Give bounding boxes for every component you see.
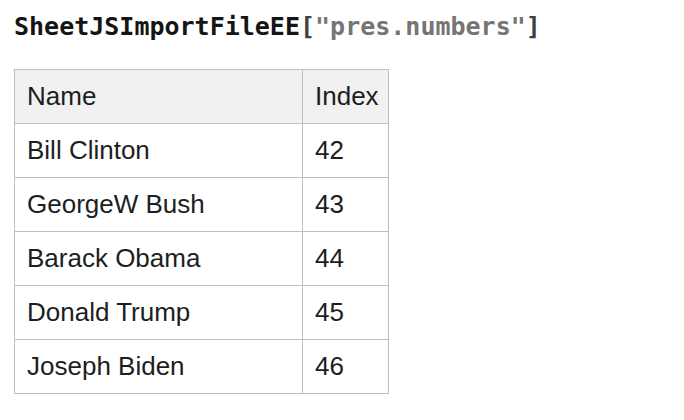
cell-name: Joseph Biden <box>15 340 303 394</box>
cell-index: 43 <box>303 178 389 232</box>
console-output-heading: SheetJSImportFileEE["pres.numbers"] <box>14 12 684 42</box>
table-row: Joseph Biden 46 <box>15 340 389 394</box>
table-header-row: Name Index <box>15 70 389 124</box>
cell-index: 44 <box>303 232 389 286</box>
cell-index: 45 <box>303 286 389 340</box>
column-header-name: Name <box>15 70 303 124</box>
workbook-object-name: SheetJSImportFileEE <box>14 12 300 41</box>
table-row: Donald Trump 45 <box>15 286 389 340</box>
cell-name: Barack Obama <box>15 232 303 286</box>
page: SheetJSImportFileEE["pres.numbers"] Name… <box>0 12 684 394</box>
cell-index: 46 <box>303 340 389 394</box>
cell-name: GeorgeW Bush <box>15 178 303 232</box>
column-header-index: Index <box>303 70 389 124</box>
open-bracket: [ <box>300 12 315 41</box>
close-bracket: ] <box>526 12 541 41</box>
table-row: Bill Clinton 42 <box>15 124 389 178</box>
presidents-table: Name Index Bill Clinton 42 GeorgeW Bush … <box>14 69 389 394</box>
cell-name: Donald Trump <box>15 286 303 340</box>
table-row: Barack Obama 44 <box>15 232 389 286</box>
table-row: GeorgeW Bush 43 <box>15 178 389 232</box>
cell-index: 42 <box>303 124 389 178</box>
cell-name: Bill Clinton <box>15 124 303 178</box>
sheet-name-string: "pres.numbers" <box>315 12 526 41</box>
